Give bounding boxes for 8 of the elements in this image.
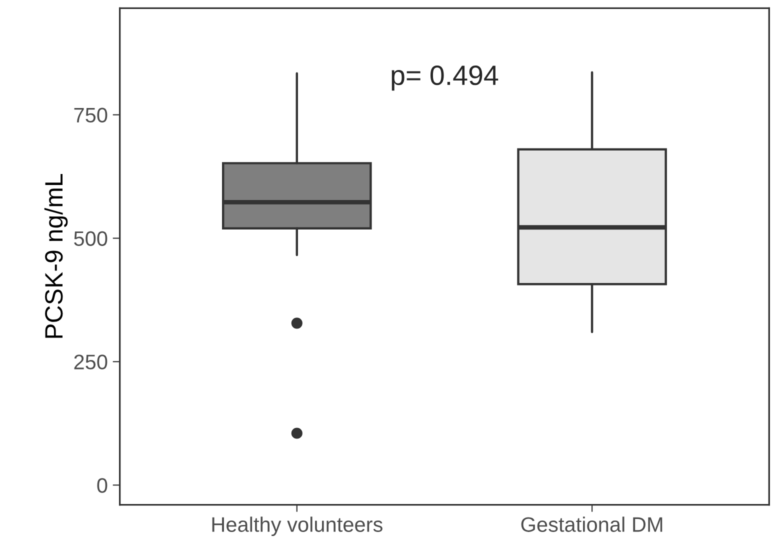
y-tick-label: 250	[74, 354, 108, 370]
y-tick-label: 500	[74, 231, 108, 246]
y-tick-label: 0	[97, 478, 108, 493]
x-tick-label: Gestational DM	[521, 516, 662, 532]
annotation: p= 0.494	[392, 65, 498, 91]
y-axis-title: PCSK-9 ng/mL	[44, 174, 68, 338]
y-tick-label: 750	[74, 108, 108, 123]
x-tick-label: Healthy volunteers	[212, 516, 382, 536]
